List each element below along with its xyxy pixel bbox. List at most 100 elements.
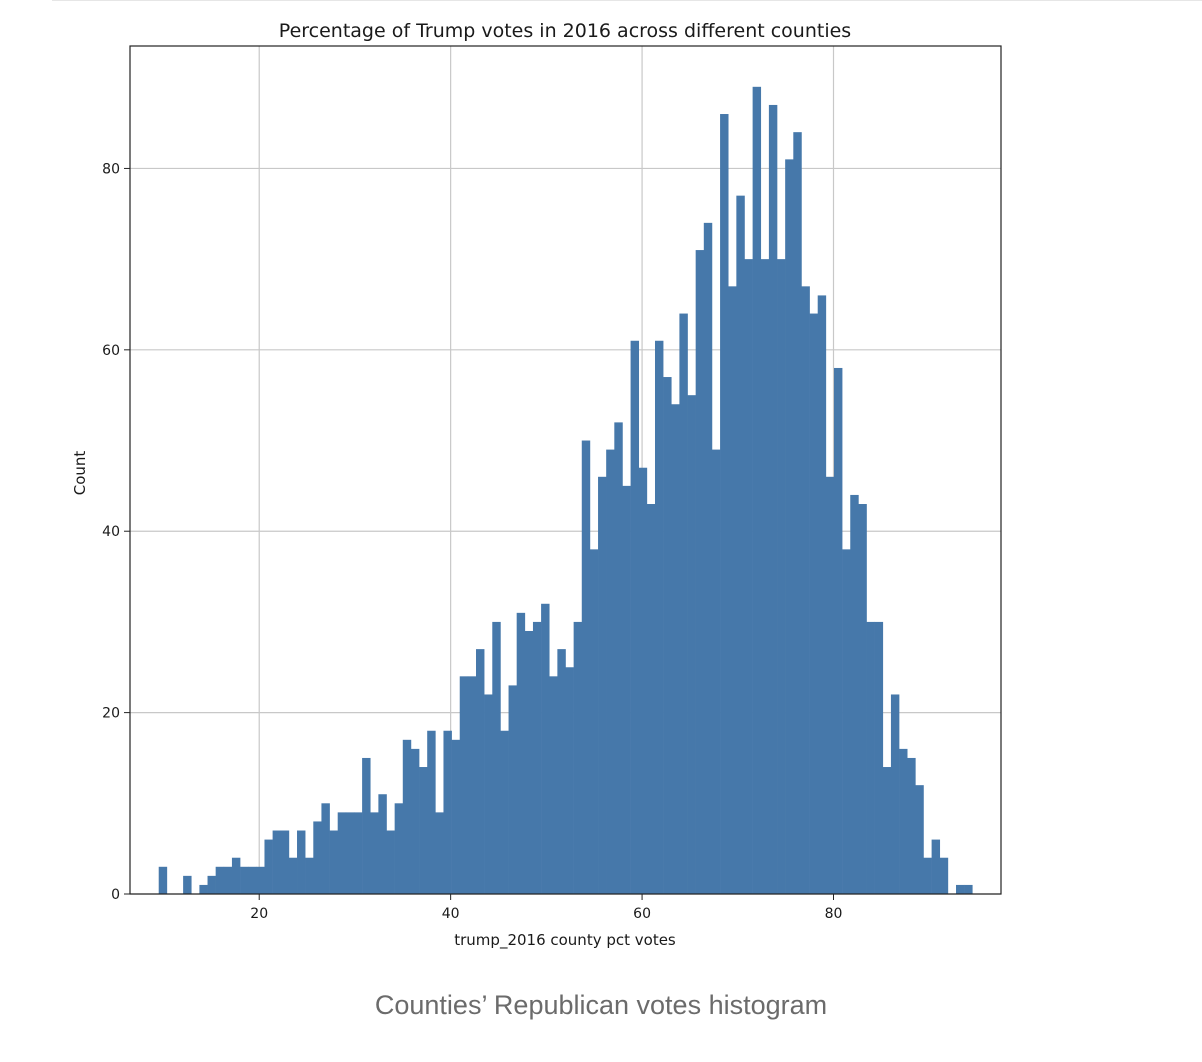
histogram-bar <box>728 286 737 894</box>
y-tick-label: 60 <box>102 343 120 359</box>
histogram-bar <box>671 404 680 894</box>
histogram-bar <box>874 621 884 894</box>
histogram-bar <box>939 857 949 894</box>
histogram-bar <box>484 694 493 894</box>
histogram-bar <box>215 866 225 894</box>
histogram-bar <box>467 676 477 894</box>
x-tick-label: 60 <box>633 906 651 922</box>
histogram-bar <box>777 259 786 895</box>
histogram-bar <box>907 757 916 894</box>
histogram-bar <box>427 730 436 894</box>
histogram-bar <box>956 884 965 894</box>
histogram-bar <box>598 476 607 894</box>
histogram-bar <box>858 504 867 894</box>
histogram-bar <box>833 367 843 895</box>
histogram-bar <box>362 757 371 894</box>
histogram-bar <box>394 803 404 894</box>
histogram-bar <box>508 685 517 894</box>
axis-ticks: 20 40 60 80 0 20 40 60 80 <box>102 161 842 922</box>
histogram-bar <box>687 395 696 894</box>
histogram-bar <box>321 803 330 894</box>
histogram-bar <box>614 422 623 894</box>
histogram-bar <box>516 612 526 894</box>
histogram-bar <box>435 812 444 894</box>
histogram-bar <box>264 839 273 894</box>
histogram-bar <box>622 485 631 894</box>
histogram-bar <box>378 794 387 894</box>
histogram-bar <box>760 259 770 895</box>
histogram-bar <box>695 250 705 894</box>
histogram-bar <box>589 549 599 894</box>
histogram-bar <box>280 830 290 894</box>
histogram-bar <box>915 785 924 894</box>
histogram-bar <box>402 739 412 894</box>
histogram-bar <box>736 195 745 894</box>
y-tick-label: 80 <box>102 161 120 177</box>
histogram-bar <box>923 857 932 894</box>
histogram-bar <box>532 621 542 894</box>
histogram-bar <box>459 676 469 894</box>
histogram-bar <box>557 649 566 894</box>
histogram-bar <box>337 812 347 894</box>
histogram-bar <box>825 476 835 894</box>
histogram-bar <box>964 884 973 894</box>
histogram-bar <box>223 866 233 894</box>
y-tick-label: 0 <box>111 887 120 903</box>
x-tick-label: 40 <box>442 906 460 922</box>
histogram-bar <box>419 767 428 894</box>
histogram-bar <box>199 884 208 894</box>
histogram-bar <box>345 812 355 894</box>
histogram-bar <box>931 839 941 894</box>
histogram-bar <box>630 340 640 894</box>
histogram-bar <box>882 767 892 894</box>
histogram-bar <box>646 504 656 894</box>
histogram-bar <box>207 875 216 894</box>
histogram-bar <box>524 630 534 894</box>
x-tick-label: 20 <box>250 906 268 922</box>
histogram-bar <box>370 812 379 894</box>
chart-title: Percentage of Trump votes in 2016 across… <box>279 20 851 42</box>
histogram-bar <box>663 377 672 894</box>
histogram-bar <box>240 866 249 894</box>
histogram-bar <box>581 440 591 894</box>
histogram-bar <box>410 748 420 894</box>
histogram-bar <box>183 875 192 894</box>
histogram-bar <box>443 730 452 894</box>
histogram-bar <box>703 222 713 895</box>
histogram-bar <box>720 114 729 895</box>
histogram-bar <box>890 694 900 894</box>
y-tick-label: 40 <box>102 524 120 540</box>
histogram-bar <box>679 313 688 895</box>
histogram-bar <box>850 494 859 894</box>
histogram-bar <box>785 159 794 894</box>
histogram-bar <box>899 748 908 894</box>
histogram-bar <box>842 549 851 894</box>
histogram-bar <box>565 667 574 894</box>
histogram-bar <box>793 132 802 895</box>
histogram-bar <box>711 449 721 894</box>
histogram-bar <box>500 730 509 894</box>
histogram-bar <box>386 830 395 894</box>
histogram-bar <box>573 621 583 894</box>
histogram-bar <box>541 603 550 894</box>
x-tick-label: 80 <box>825 906 843 922</box>
histogram-chart: Percentage of Trump votes in 2016 across… <box>71 20 1002 950</box>
top-divider <box>52 0 1202 1</box>
y-tick-label: 20 <box>102 706 120 722</box>
histogram-bar <box>288 857 298 894</box>
histogram-bars <box>158 86 973 895</box>
histogram-bar <box>248 866 257 894</box>
histogram-bar <box>638 467 648 894</box>
figure-caption: Counties’ Republican votes histogram <box>374 990 828 1020</box>
plot-frame <box>129 45 1002 895</box>
histogram-bar <box>549 676 558 894</box>
histogram-bar <box>272 830 282 894</box>
x-axis-label: trump_2016 county pct votes <box>454 931 676 950</box>
histogram-bar <box>476 649 485 894</box>
histogram-bar <box>744 259 753 895</box>
histogram-bar <box>801 286 810 894</box>
histogram-bar <box>353 812 363 894</box>
histogram-bar <box>305 857 314 894</box>
histogram-bar <box>231 857 241 894</box>
histogram-bar <box>768 104 778 894</box>
